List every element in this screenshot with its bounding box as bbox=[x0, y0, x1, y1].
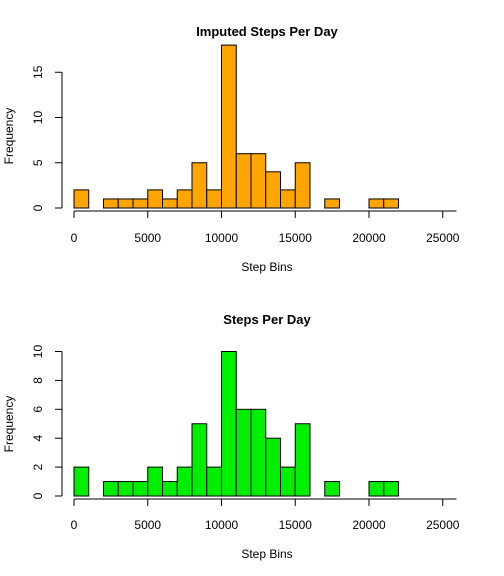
histogram-bar bbox=[103, 198, 119, 209]
x-tick-label: 0 bbox=[71, 231, 78, 245]
histogram-bar bbox=[368, 481, 385, 497]
y-tick-label: 5 bbox=[31, 159, 45, 166]
y-axis-label: Frequency bbox=[2, 396, 16, 453]
histogram-bar bbox=[383, 198, 399, 209]
histogram-bar bbox=[221, 44, 237, 209]
histogram-bar bbox=[294, 162, 311, 209]
histogram-bar bbox=[132, 198, 149, 209]
chart-title: Imputed Steps Per Day bbox=[196, 24, 338, 39]
histogram-bar bbox=[132, 481, 149, 497]
histogram-bar bbox=[265, 437, 281, 497]
x-axis-label: Step Bins bbox=[241, 260, 292, 274]
x-tick-label: 5000 bbox=[134, 518, 161, 532]
y-tick-label: 6 bbox=[31, 406, 45, 413]
histogram-imputed-steps: Imputed Steps Per Day 0 5000 10000 15000 2000… bbox=[2, 24, 460, 274]
histogram-bar bbox=[206, 189, 222, 209]
y-tick-label: 0 bbox=[31, 492, 45, 499]
histogram-bar bbox=[294, 423, 311, 497]
x-tick-label: 25000 bbox=[426, 518, 460, 532]
histogram-bar bbox=[176, 466, 193, 497]
histogram-bar bbox=[103, 481, 119, 497]
y-tick-label: 0 bbox=[31, 204, 45, 211]
x-tick-label: 15000 bbox=[279, 518, 313, 532]
x-tick-label: 10000 bbox=[205, 231, 239, 245]
chart-title: Steps Per Day bbox=[223, 312, 311, 327]
histogram-bar bbox=[191, 423, 208, 497]
histogram-bar bbox=[176, 189, 193, 209]
histogram-bar bbox=[235, 153, 252, 209]
histogram-bar bbox=[73, 466, 90, 497]
y-tick-label: 10 bbox=[31, 345, 45, 359]
y-tick-label: 8 bbox=[31, 377, 45, 384]
histogram-bar bbox=[280, 189, 296, 209]
histogram-bar bbox=[117, 198, 134, 209]
histogram-bar bbox=[250, 153, 267, 209]
histogram-bar bbox=[235, 408, 252, 497]
histogram-bar bbox=[265, 171, 281, 209]
histogram-steps: Steps Per Day 0 5000 10000 15000 20000 25000 0 2… bbox=[2, 312, 460, 561]
histogram-bar bbox=[162, 481, 178, 497]
y-tick-label: 4 bbox=[31, 435, 45, 442]
histogram-bar bbox=[280, 466, 296, 497]
histogram-bar bbox=[206, 466, 222, 497]
histogram-bar bbox=[250, 408, 267, 497]
x-tick-label: 25000 bbox=[426, 231, 460, 245]
histogram-bar bbox=[221, 351, 237, 497]
x-tick-label: 10000 bbox=[205, 518, 239, 532]
y-tick-label: 10 bbox=[31, 111, 45, 125]
x-tick-label: 0 bbox=[71, 518, 78, 532]
y-tick-label: 2 bbox=[31, 463, 45, 470]
x-tick-label: 20000 bbox=[352, 231, 386, 245]
histogram-bar bbox=[147, 189, 163, 209]
histogram-bar bbox=[324, 481, 340, 497]
histogram-bar bbox=[147, 466, 163, 497]
histogram-bar bbox=[368, 198, 385, 209]
x-tick-label: 5000 bbox=[134, 231, 161, 245]
y-axis-label: Frequency bbox=[2, 108, 16, 165]
y-tick-label: 15 bbox=[31, 65, 45, 79]
histogram-bar bbox=[117, 481, 134, 497]
histogram-bar bbox=[383, 481, 399, 497]
x-tick-label: 15000 bbox=[279, 231, 313, 245]
histogram-bar bbox=[324, 198, 340, 209]
histogram-bar bbox=[73, 189, 90, 209]
x-axis-label: Step Bins bbox=[241, 547, 292, 561]
histogram-bar bbox=[191, 162, 208, 209]
x-tick-label: 20000 bbox=[352, 518, 386, 532]
histogram-bar bbox=[162, 198, 178, 209]
